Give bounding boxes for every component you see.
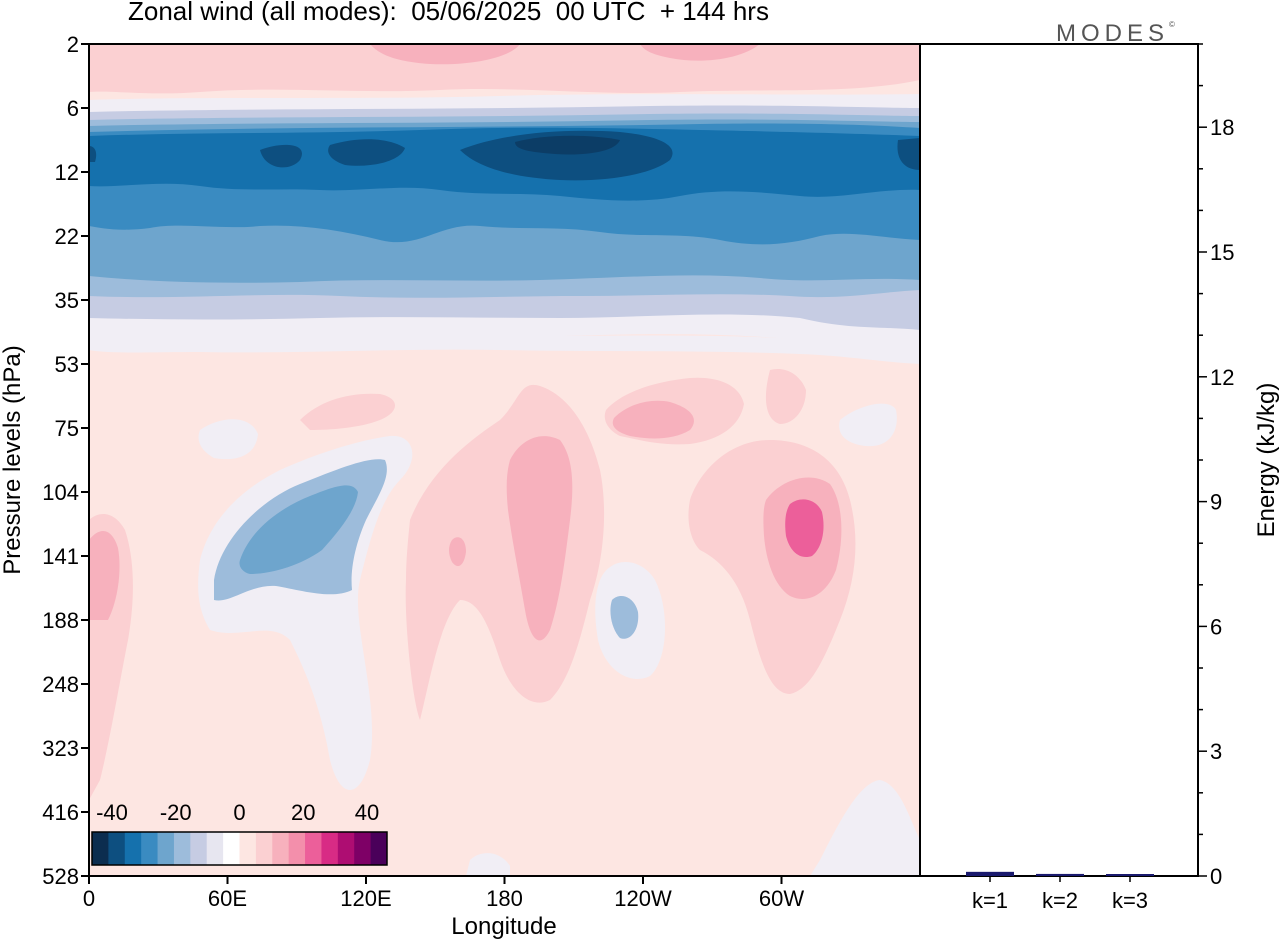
modes-logo: MODES© (1056, 20, 1175, 48)
y-tick-label: 248 (42, 672, 79, 697)
field-upper-trop-pos-core (612, 400, 694, 439)
colorbar-label: 20 (291, 800, 315, 825)
logo-copyright-mark: © (1169, 20, 1175, 29)
colorbar-swatch (223, 832, 240, 865)
energy-category-label: k=2 (1042, 888, 1078, 913)
field-lower-pos-west-2 (300, 393, 395, 430)
colorbar-frame (91, 831, 388, 866)
y-tick-label: 12 (55, 160, 79, 185)
energy-axis-title: Energy (kJ/kg) (1253, 383, 1280, 538)
y-tick-label: 22 (55, 224, 79, 249)
energy-tick-label: 18 (1210, 115, 1234, 140)
energy-bar (966, 871, 1014, 876)
y-tick-label: 6 (67, 96, 79, 121)
field-lower-neg-east (198, 403, 920, 876)
field-jet-core-deep (515, 135, 620, 155)
colorbar-swatch (321, 832, 339, 865)
energy-tick-label: 3 (1210, 739, 1222, 764)
x-tick-label: 120W (614, 886, 672, 911)
field-lower-pos-west-core (89, 530, 120, 620)
pressure-axis: 2 6 12 22 35 53 75 104 141 188 248 323 416 528 (42, 32, 89, 889)
longitude-axis: 0 60E 120E 180 120W 60W (83, 876, 804, 911)
field-lower-neg-west-3 (239, 485, 358, 574)
colorbar-label: -20 (160, 800, 192, 825)
colorbar-swatch (354, 832, 372, 865)
energy-tick-label: 15 (1210, 240, 1234, 265)
energy-tick-label: 6 (1210, 614, 1222, 639)
chart-title: Zonal wind (all modes): 05/06/2025 00 UT… (128, 0, 769, 26)
x-axis-title: Longitude (451, 913, 556, 940)
y-tick-label: 528 (42, 864, 79, 889)
energy-tick-label: 9 (1210, 490, 1222, 515)
energy-category-label: k=1 (972, 888, 1008, 913)
colorbar-swatch (108, 832, 126, 865)
energy-category-labels: k=1 k=2 k=3 (972, 876, 1148, 913)
zonal-wind-heatmap (89, 44, 920, 876)
colorbar-swatch (92, 832, 109, 865)
x-tick-label: 180 (486, 886, 523, 911)
colorbar-swatch (206, 832, 224, 865)
field-jet-core (89, 130, 920, 181)
colorbar-swatch (337, 832, 355, 865)
colorbar-swatch (190, 832, 208, 865)
x-tick-label: 0 (83, 886, 95, 911)
colorbar-swatch (173, 832, 191, 865)
y-tick-label: 323 (42, 736, 79, 761)
colorbar-labels: -40 -20 0 20 40 (96, 800, 379, 825)
y-tick-label: 416 (42, 800, 79, 825)
colorbar-swatch (141, 832, 159, 865)
colorbar-swatch (288, 832, 306, 865)
x-tick-label: 60E (208, 886, 247, 911)
colorbar-swatch (239, 832, 257, 865)
colorbar-label: -40 (96, 800, 128, 825)
colorbar-swatch (370, 832, 388, 865)
y-tick-label: 141 (42, 544, 79, 569)
field-lower-pos-small (449, 537, 466, 567)
colorbar-swatch (305, 832, 322, 865)
energy-bars (966, 871, 1154, 876)
energy-bar (1106, 874, 1154, 876)
x-tick-label: 60W (759, 886, 804, 911)
energy-axis: 0 3 6 9 12 15 18 (1198, 43, 1234, 889)
field-lower-pos-dateline-core (506, 436, 573, 641)
y-tick-label: 188 (42, 608, 79, 633)
colorbar-swatch (124, 832, 142, 865)
colorbar (91, 831, 388, 866)
logo-text: MODES (1056, 20, 1170, 47)
field-transition-lower (89, 330, 920, 364)
field-upper-positive-core (370, 44, 760, 65)
energy-tick-label: 12 (1210, 365, 1234, 390)
energy-panel-frame (919, 43, 1199, 877)
x-tick-label: 120E (340, 886, 391, 911)
y-tick-label: 35 (55, 288, 79, 313)
colorbar-swatch (272, 832, 290, 865)
field-lower-pos-east-peak (785, 499, 824, 558)
colorbar-label: 40 (355, 800, 379, 825)
colorbar-label: 0 (233, 800, 245, 825)
y-axis-title: Pressure levels (hPa) (0, 345, 26, 574)
y-tick-label: 53 (55, 352, 79, 377)
y-tick-label: 104 (42, 480, 79, 505)
field-lower-neg-mid-2 (610, 596, 639, 639)
energy-category-label: k=3 (1112, 888, 1148, 913)
colorbar-swatch (255, 832, 273, 865)
colorbar-swatch (157, 832, 175, 865)
energy-tick-label: 0 (1210, 864, 1222, 889)
energy-bar (1036, 873, 1084, 876)
y-tick-label: 75 (55, 416, 79, 441)
y-tick-label: 2 (67, 32, 79, 57)
